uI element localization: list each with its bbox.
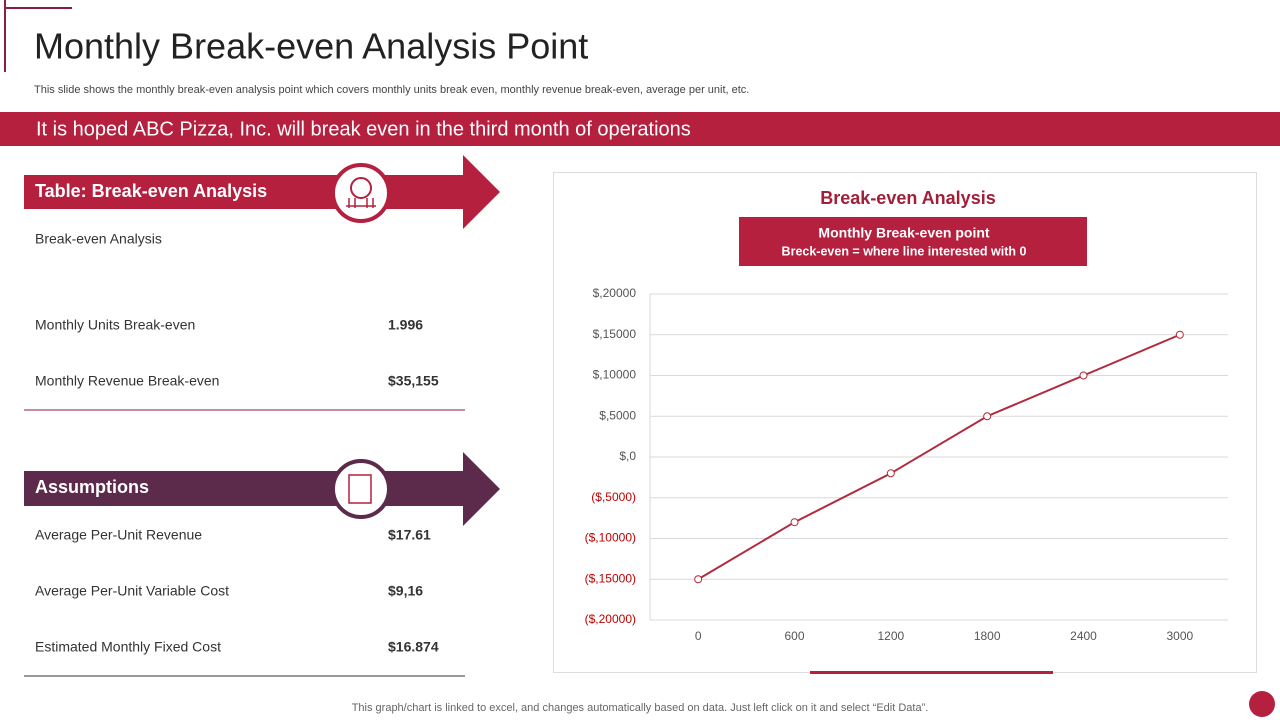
y-tick-label: ($,15000) bbox=[585, 571, 636, 585]
x-tick-label: 2400 bbox=[1070, 629, 1097, 643]
x-tick-label: 1800 bbox=[974, 629, 1001, 643]
y-tick-label: ($,10000) bbox=[585, 531, 636, 545]
banner-bg bbox=[0, 112, 1280, 146]
x-tick-label: 3000 bbox=[1166, 629, 1193, 643]
x-tick-label: 0 bbox=[695, 629, 702, 643]
row-value: $17.61 bbox=[388, 527, 431, 543]
marker bbox=[790, 518, 799, 527]
footer: This graph/chart is linked to excel, and… bbox=[352, 702, 929, 714]
y-tick-label: $,15000 bbox=[593, 327, 637, 341]
icon-people bbox=[346, 198, 376, 208]
y-tick-label: $,20000 bbox=[593, 286, 637, 300]
y-tick-label: $,5000 bbox=[599, 408, 636, 422]
y-tick-label: ($,20000) bbox=[585, 612, 636, 626]
banner: It is hoped ABC Pizza, Inc. will break e… bbox=[36, 118, 691, 140]
icon-document bbox=[348, 474, 372, 504]
section-icon bbox=[331, 459, 391, 519]
plot: ($,20000) ($,15000) ($,10000) ($,5000) $,0 $,… bbox=[585, 286, 1228, 643]
section-title: Table: Break-even Analysis bbox=[35, 181, 267, 201]
row-value: $16.874 bbox=[388, 639, 439, 655]
row-label: Estimated Monthly Fixed Cost bbox=[35, 639, 221, 655]
chart-note-text: Breck-even = where line interested with … bbox=[782, 244, 1027, 258]
row-label: Average Per-Unit Revenue bbox=[35, 527, 202, 543]
marker bbox=[886, 469, 895, 478]
y-tick-label: ($,5000) bbox=[591, 490, 636, 504]
chart-title: Break-even Analysis bbox=[820, 188, 995, 208]
marker bbox=[694, 575, 703, 584]
x-tick-label: 1200 bbox=[877, 629, 904, 643]
section-arrow bbox=[24, 155, 500, 229]
subtitle: This slide shows the monthly break-even … bbox=[34, 84, 749, 96]
section-arrow bbox=[24, 452, 500, 526]
x-tick-label: 600 bbox=[784, 629, 804, 643]
section-title: Assumptions bbox=[35, 477, 149, 497]
corner-dot bbox=[1249, 691, 1275, 717]
section-icon bbox=[331, 163, 391, 223]
row-label: Average Per-Unit Variable Cost bbox=[35, 583, 229, 599]
row-value: $9,16 bbox=[388, 583, 423, 599]
chart-note-bg bbox=[739, 217, 1087, 266]
line bbox=[697, 333, 1181, 581]
row-label: Monthly Revenue Break-even bbox=[35, 373, 219, 389]
marker bbox=[983, 412, 992, 421]
accent-bar bbox=[810, 671, 1053, 674]
marker bbox=[1175, 330, 1184, 339]
title: Monthly Break-even Analysis Point bbox=[34, 26, 588, 67]
icon-gear bbox=[350, 177, 372, 199]
chart-note-title: Monthly Break-even point bbox=[818, 225, 989, 241]
y-tick-label: $,0 bbox=[619, 449, 636, 463]
table-heading: Break-even Analysis bbox=[35, 231, 162, 247]
row-value: $35,155 bbox=[388, 373, 439, 389]
corner-decoration bbox=[4, 0, 72, 72]
marker bbox=[1079, 371, 1088, 380]
y-tick-label: $,10000 bbox=[593, 368, 637, 382]
row-value: 1.996 bbox=[388, 317, 423, 333]
row-label: Monthly Units Break-even bbox=[35, 317, 195, 333]
